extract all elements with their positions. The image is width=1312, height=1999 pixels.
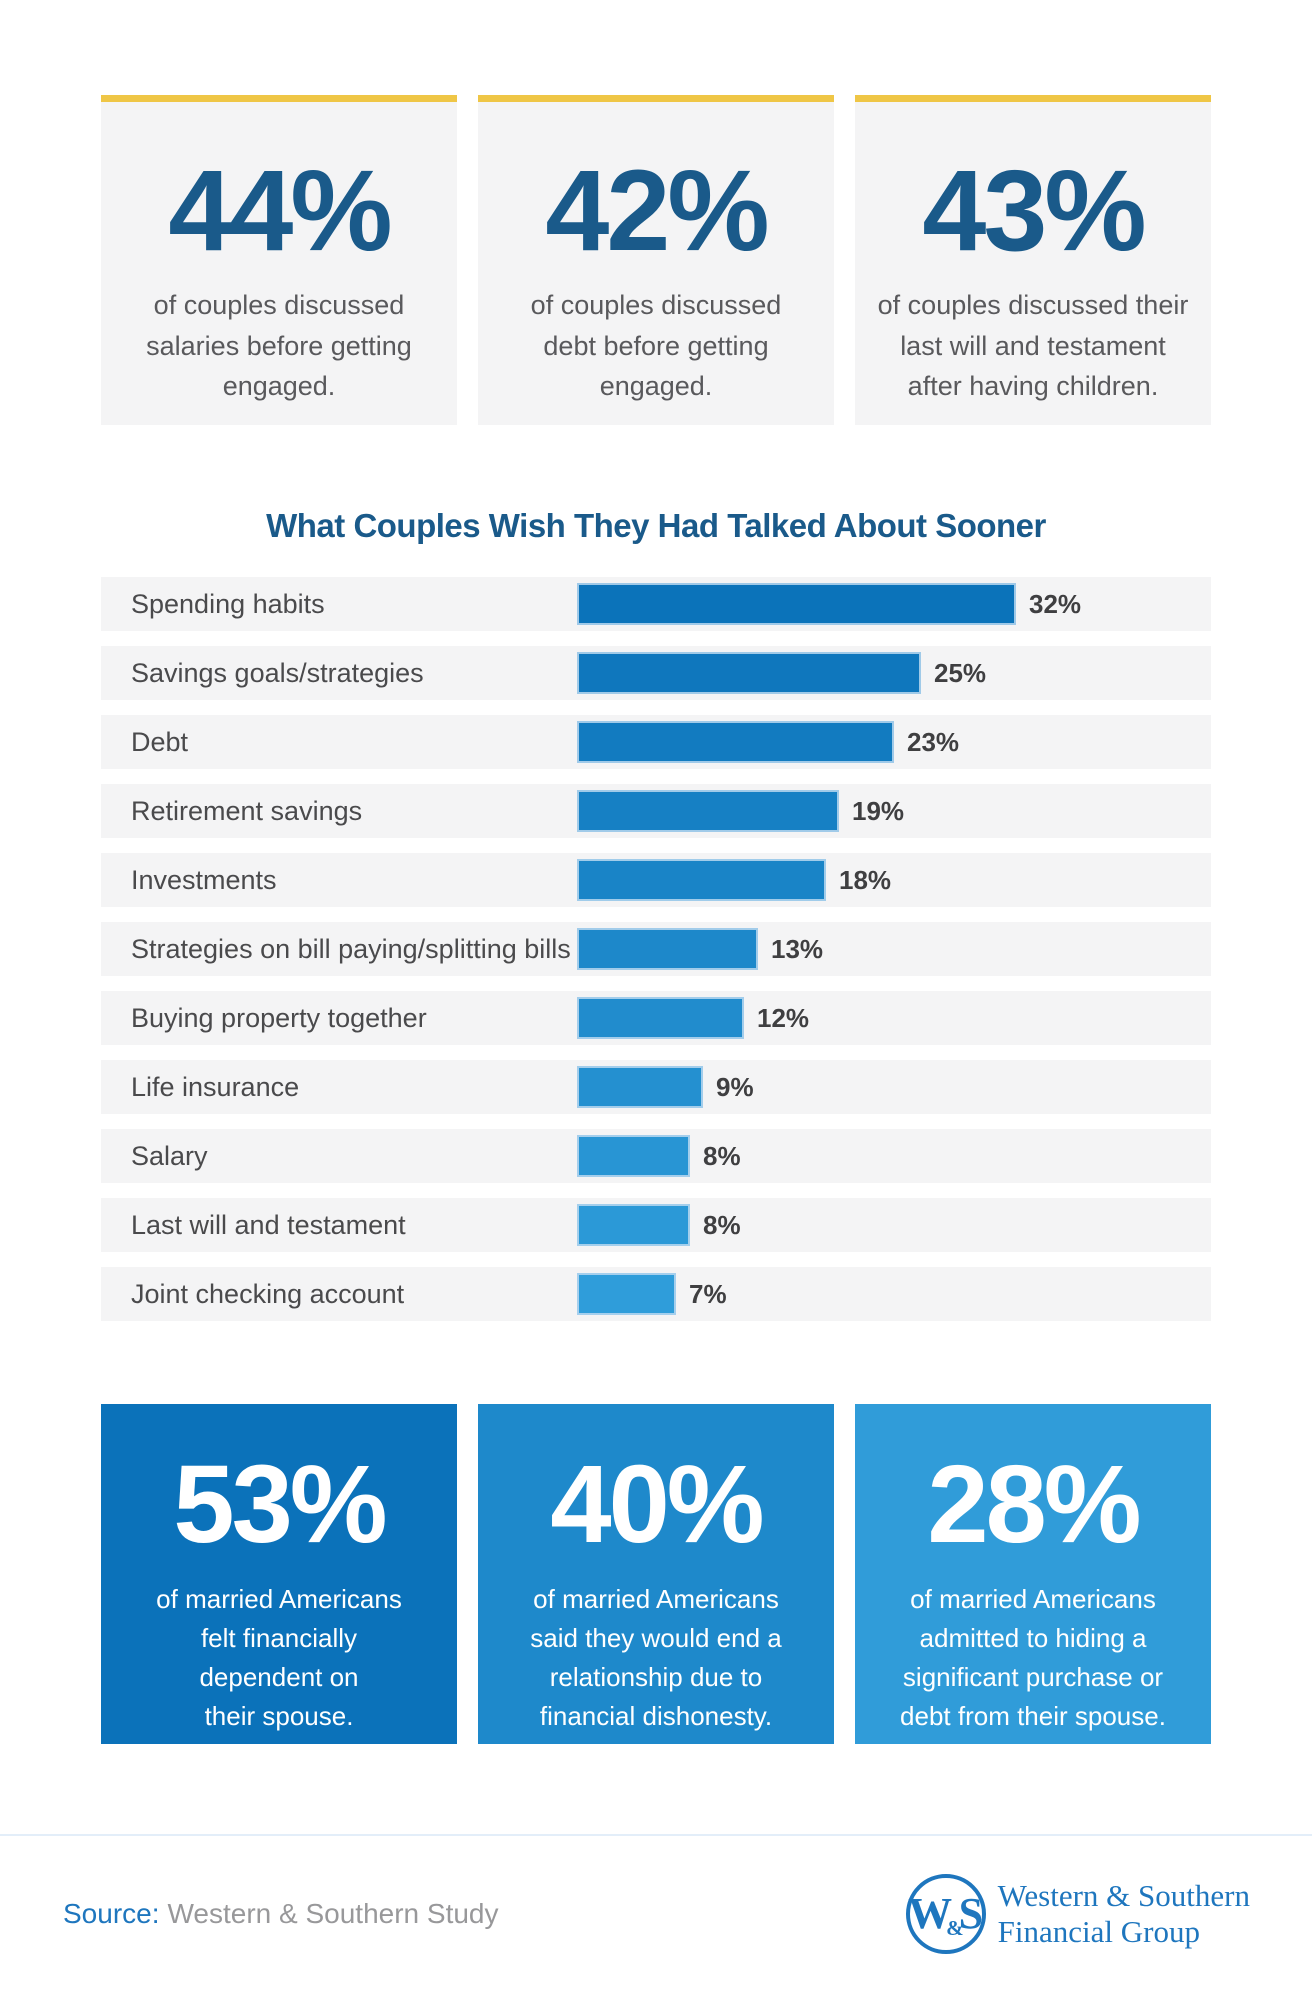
bar-chart: What Couples Wish They Had Talked About … xyxy=(101,507,1211,1321)
stat-card-will: 43% of couples discussed their last will… xyxy=(855,95,1211,425)
bar-value: 23% xyxy=(907,726,960,757)
ws-logo: W & S Western & Southern Financial Group xyxy=(905,1873,1250,1954)
monogram-w: W xyxy=(908,1888,953,1938)
bar-label: Joint checking account xyxy=(131,1278,405,1309)
stat-value: 40% xyxy=(550,1443,764,1566)
bar-value: 32% xyxy=(1029,588,1082,619)
stat-value: 53% xyxy=(173,1443,387,1566)
top-stats-section: 44% of couples discussed salaries before… xyxy=(101,0,1211,425)
bar-row: Buying property together 12% xyxy=(101,991,1211,1045)
bar-chart-rows: Spending habits 32% Savings goals/strate… xyxy=(101,577,1211,1321)
bar xyxy=(577,721,894,763)
bar-row: Spending habits 32% xyxy=(101,577,1211,631)
bar xyxy=(577,859,826,901)
stat-value: 42% xyxy=(545,147,769,275)
bottom-stats-section: 53% of married Americans felt financiall… xyxy=(101,1404,1211,1744)
bar-value: 25% xyxy=(934,657,987,688)
bar-label: Life insurance xyxy=(131,1071,300,1102)
stat-card-dishonesty: 40% of married Americans said they would… xyxy=(478,1404,834,1744)
bar-value: 9% xyxy=(716,1071,754,1102)
bar xyxy=(577,790,839,832)
bar xyxy=(577,583,1016,625)
stat-description: of married Americans said they would end… xyxy=(530,1584,782,1731)
bar-value: 19% xyxy=(852,795,905,826)
bar-row: Life insurance 9% xyxy=(101,1060,1211,1114)
bar-row: Joint checking account 7% xyxy=(101,1267,1211,1321)
stat-value: 44% xyxy=(168,147,392,275)
stat-description: of couples discussed salaries before get… xyxy=(146,290,412,401)
footer: Source: Western & Southern Study W & S We… xyxy=(0,1836,1312,1991)
bar-value: 8% xyxy=(703,1209,741,1240)
bar xyxy=(577,1273,676,1315)
stat-card-debt: 42% of couples discussed debt before get… xyxy=(478,95,834,425)
bar xyxy=(577,1204,690,1246)
bar-value: 18% xyxy=(839,864,892,895)
bar-label: Salary xyxy=(131,1140,208,1171)
bar-row: Savings goals/strategies 25% xyxy=(101,646,1211,700)
stat-description: of couples discussed debt before getting… xyxy=(530,290,782,401)
stat-card-hiding: 28% of married Americans admitted to hid… xyxy=(855,1404,1211,1744)
ws-monogram-icon: W & S xyxy=(905,1873,986,1954)
stat-description: of couples discussed their last will and… xyxy=(877,290,1189,401)
stat-description: of married Americans admitted to hiding … xyxy=(900,1584,1166,1731)
bar xyxy=(577,652,921,694)
monogram-s: S xyxy=(958,1888,984,1938)
bar xyxy=(577,1135,690,1177)
bar-label: Strategies on bill paying/splitting bill… xyxy=(131,933,571,964)
bar xyxy=(577,1066,703,1108)
bar-value: 12% xyxy=(757,1002,810,1033)
footer-divider xyxy=(0,1834,1312,1836)
stat-value: 43% xyxy=(922,147,1146,275)
logo-text: Western & Southern Financial Group xyxy=(997,1877,1250,1949)
source-text: Western & Southern Study xyxy=(167,1897,499,1929)
bar-value: 8% xyxy=(703,1140,741,1171)
bar-label: Last will and testament xyxy=(131,1209,406,1240)
chart-title: What Couples Wish They Had Talked About … xyxy=(266,507,1046,544)
bar xyxy=(577,997,744,1039)
bar-label: Investments xyxy=(131,864,277,895)
bar-label: Debt xyxy=(131,726,189,757)
stat-card-salaries: 44% of couples discussed salaries before… xyxy=(101,95,457,425)
bar-label: Savings goals/strategies xyxy=(131,657,424,688)
bar-row: Strategies on bill paying/splitting bill… xyxy=(101,922,1211,976)
bar-label: Retirement savings xyxy=(131,795,363,826)
bar xyxy=(577,928,758,970)
bar-row: Last will and testament 8% xyxy=(101,1198,1211,1252)
stat-description: of married Americans felt financially de… xyxy=(156,1584,402,1731)
source-line: Source: Western & Southern Study xyxy=(63,1898,499,1930)
bar-row: Salary 8% xyxy=(101,1129,1211,1183)
monogram-ampersand: & xyxy=(946,1915,964,1940)
bar-row: Investments 18% xyxy=(101,853,1211,907)
bar-value: 7% xyxy=(689,1278,727,1309)
source-label: Source: xyxy=(63,1897,160,1929)
infographic: 44% of couples discussed salaries before… xyxy=(101,0,1211,1744)
bar-label: Buying property together xyxy=(131,1002,427,1033)
stat-value: 28% xyxy=(927,1443,1141,1566)
bar-label: Spending habits xyxy=(131,588,325,619)
bar-row: Debt 23% xyxy=(101,715,1211,769)
bar-row: Retirement savings 19% xyxy=(101,784,1211,838)
bar-value: 13% xyxy=(771,933,824,964)
stat-card-dependent: 53% of married Americans felt financiall… xyxy=(101,1404,457,1744)
